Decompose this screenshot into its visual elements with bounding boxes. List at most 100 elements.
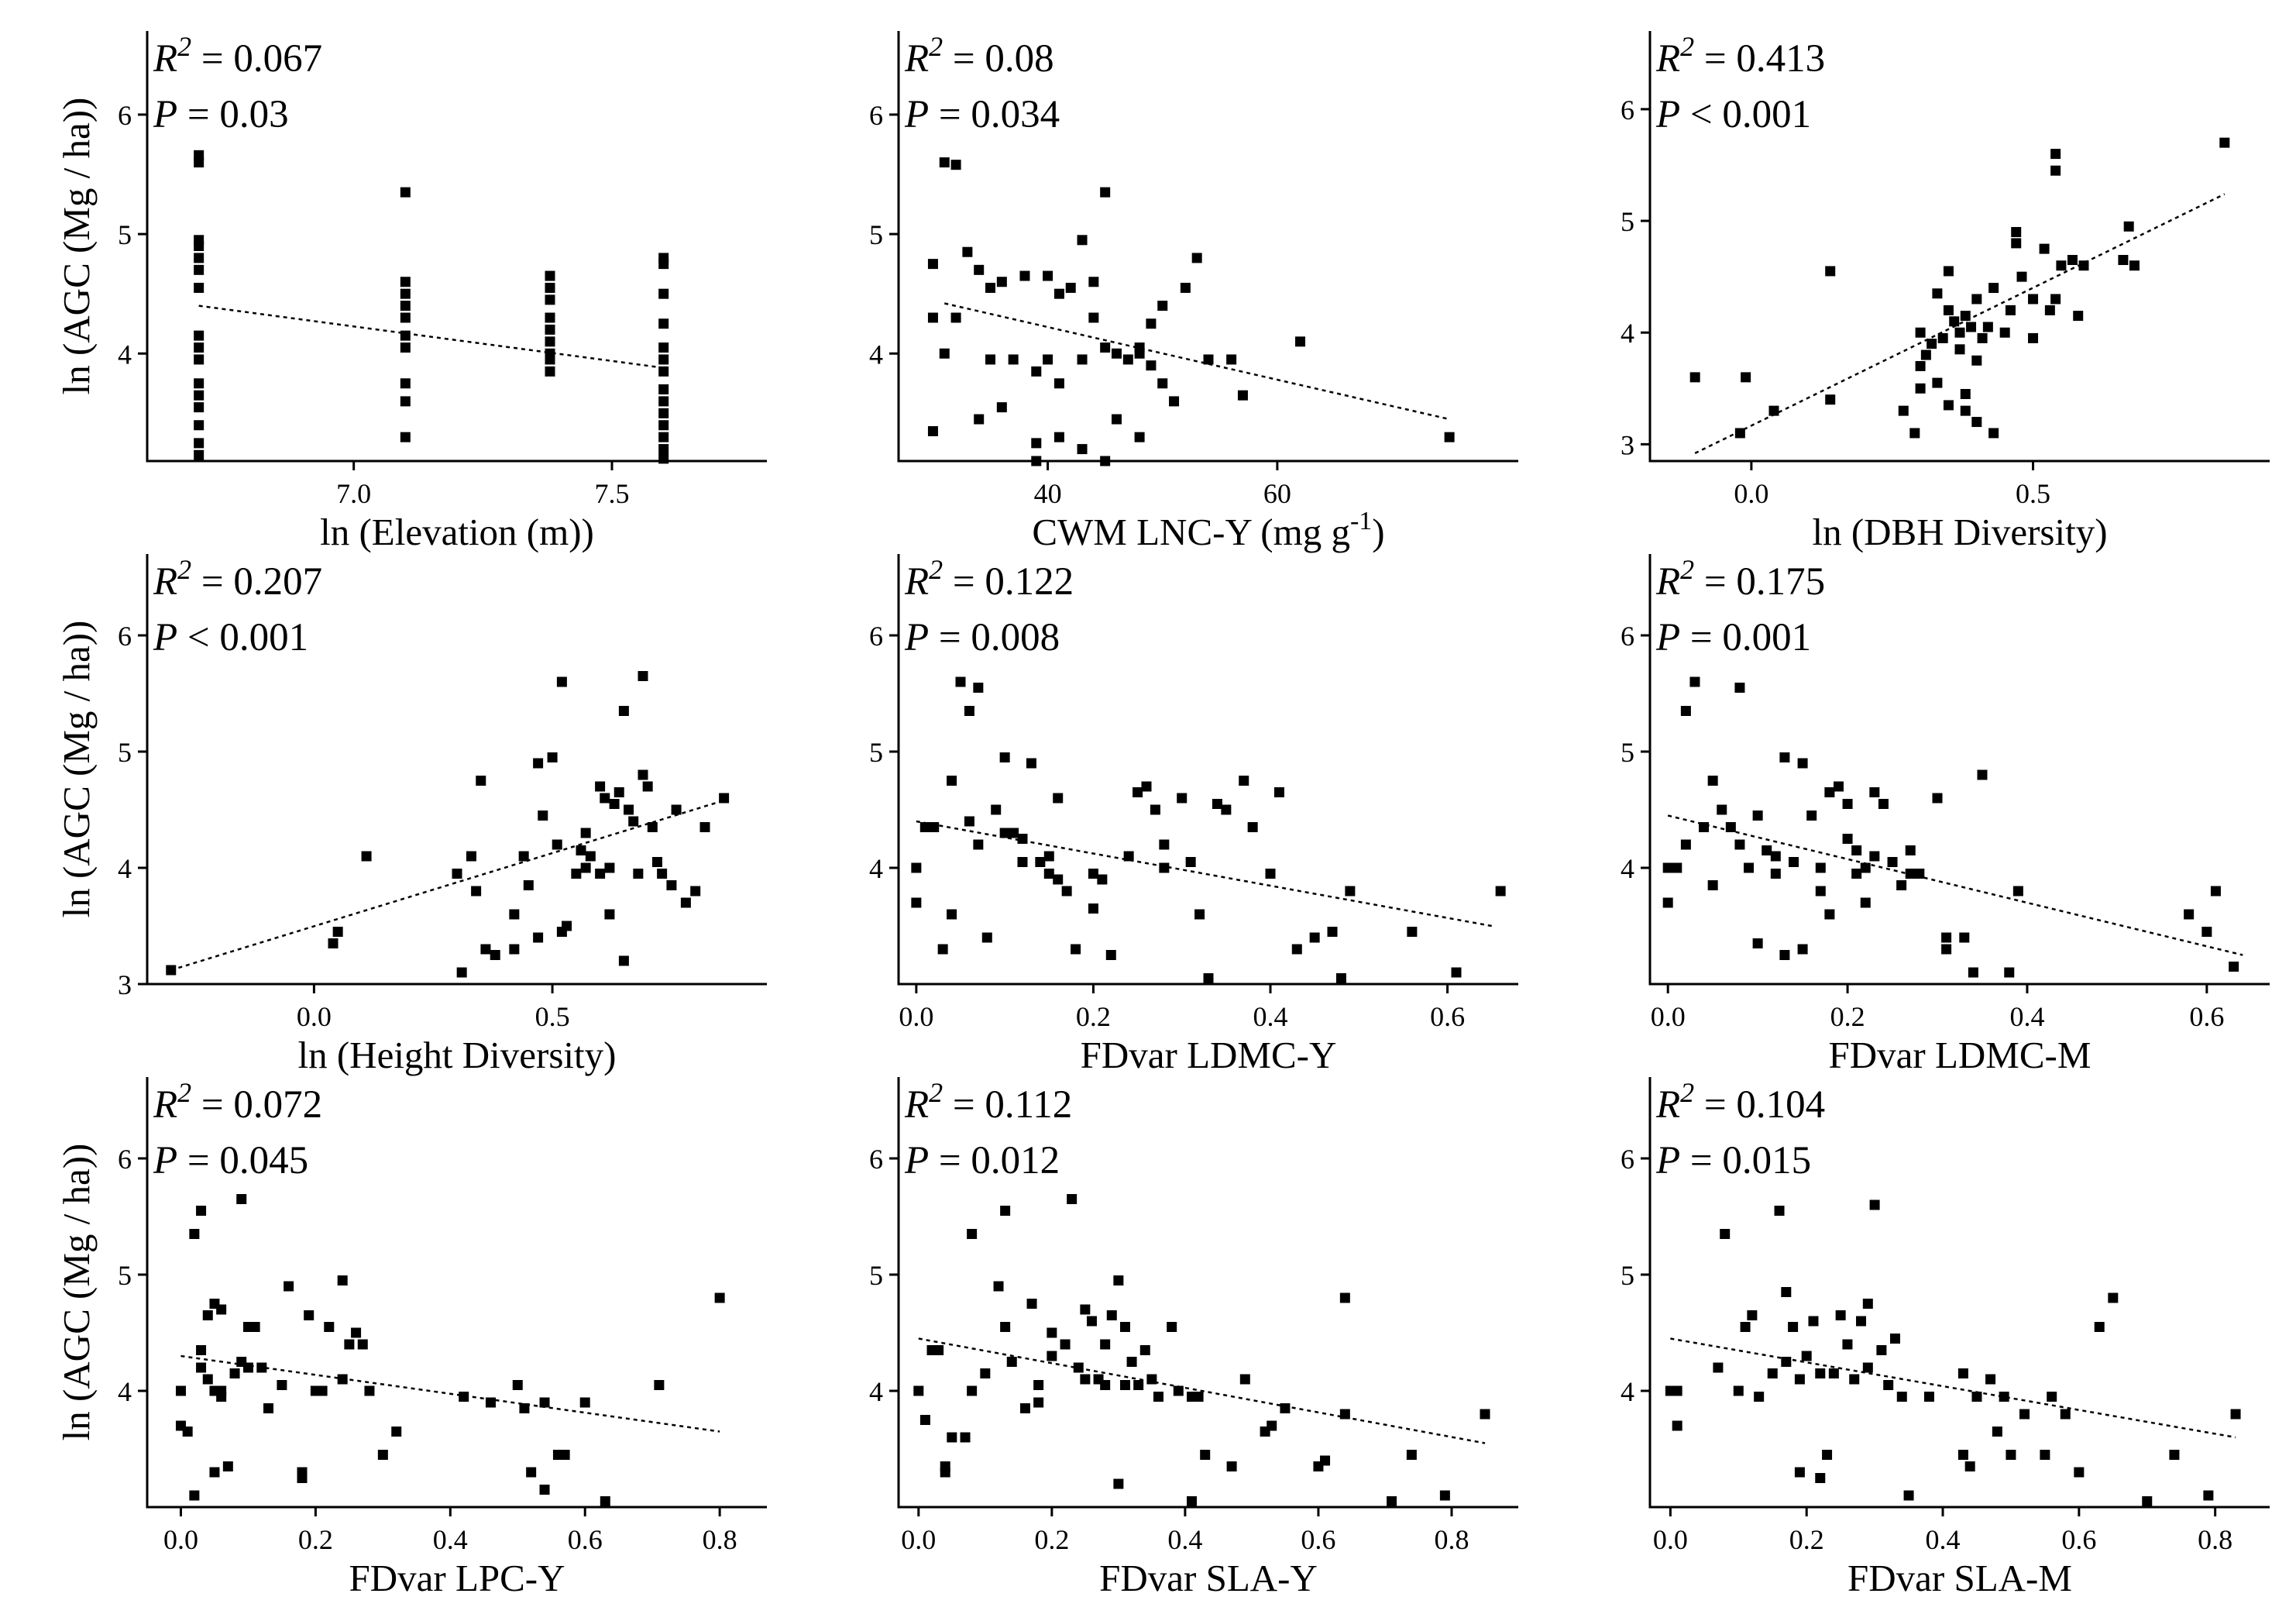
data-point <box>1134 348 1145 359</box>
data-point <box>1794 1467 1805 1478</box>
data-point <box>256 1362 267 1373</box>
data-point <box>1239 776 1249 786</box>
p-value-annotation: P = 0.015 <box>1655 1139 1811 1182</box>
data-point <box>579 1397 590 1408</box>
data-point <box>1835 1310 1846 1320</box>
regression-line <box>1667 814 2243 956</box>
data-point <box>1905 845 1916 855</box>
data-point <box>1247 822 1258 832</box>
data-point <box>1815 1473 1826 1483</box>
data-point <box>2074 1467 2085 1478</box>
x-axis-label-text: FDvar LDMC-Y <box>1081 1034 1337 1076</box>
data-point <box>1869 1199 1880 1210</box>
data-point <box>538 810 548 821</box>
data-point <box>400 301 411 311</box>
r-squared-exponent: 2 <box>177 1077 191 1108</box>
data-point <box>1734 428 1745 439</box>
y-tick-label: 4 <box>118 1376 132 1407</box>
x-tick-label: 0.6 <box>568 1524 603 1555</box>
data-point <box>1088 903 1098 914</box>
p-value: = 0.034 <box>939 93 1060 136</box>
data-point <box>1407 927 1418 937</box>
data-point <box>1065 282 1076 293</box>
data-point <box>545 282 555 293</box>
data-point <box>1909 428 1920 439</box>
data-point <box>1150 804 1160 815</box>
data-point <box>974 264 985 275</box>
data-point <box>2040 1450 2050 1460</box>
r-squared-symbol: R <box>904 37 929 81</box>
p-gap <box>177 93 187 136</box>
y-tick-label: 5 <box>118 219 132 250</box>
data-point <box>1035 857 1046 867</box>
data-point <box>236 1194 247 1204</box>
r-squared-equals: = <box>191 37 233 81</box>
data-point <box>351 1327 362 1338</box>
data-point <box>1680 839 1691 850</box>
data-point <box>642 781 653 792</box>
p-gap <box>1680 93 1690 136</box>
p-symbol: P <box>1655 616 1680 659</box>
data-point <box>1157 378 1168 389</box>
data-point <box>1080 1304 1091 1315</box>
data-point <box>714 1292 725 1303</box>
data-point <box>1309 932 1320 943</box>
data-point <box>2050 165 2061 176</box>
data-point <box>1017 857 1028 867</box>
data-point <box>939 157 950 168</box>
data-point <box>1026 1299 1037 1309</box>
data-point <box>1146 318 1157 329</box>
data-point <box>1495 886 1506 897</box>
regression-line <box>943 302 1450 421</box>
data-point <box>1833 781 1844 792</box>
axis-lines <box>1648 1077 2270 1509</box>
r-squared-value: 0.072 <box>233 1083 322 1127</box>
data-point <box>993 1281 1004 1292</box>
data-point <box>1119 1380 1130 1390</box>
x-axis-label: FDvar LDMC-Y <box>1081 1034 1337 1076</box>
data-point <box>332 927 343 937</box>
data-point <box>1927 339 1937 349</box>
data-point <box>1133 1380 1144 1390</box>
data-point <box>947 1432 957 1443</box>
x-tick-label: 7.0 <box>336 478 371 509</box>
data-point <box>1061 886 1072 897</box>
data-point <box>658 444 669 455</box>
x-tick-label: 0.0 <box>1734 478 1768 509</box>
data-point <box>196 1206 207 1216</box>
data-point <box>666 880 677 890</box>
data-point <box>654 1380 665 1390</box>
y-tick-label: 6 <box>1621 95 1634 126</box>
data-point <box>1747 1310 1758 1320</box>
data-point <box>927 312 938 323</box>
r-squared-symbol: R <box>153 560 177 604</box>
data-point <box>194 354 205 365</box>
data-point <box>559 1450 570 1460</box>
data-point <box>1734 683 1745 693</box>
data-point <box>1133 787 1143 797</box>
p-symbol: P <box>153 93 177 136</box>
data-point <box>1212 799 1222 809</box>
data-point <box>2108 1292 2119 1303</box>
data-point <box>1815 886 1826 897</box>
data-point <box>471 886 482 897</box>
p-value-annotation: P = 0.045 <box>153 1139 308 1182</box>
data-point <box>2142 1496 2153 1506</box>
x-axis-label: ln (Elevation (m)) <box>320 511 594 553</box>
axis-lines <box>897 31 1518 463</box>
scatter-panel-9: 0.0 0.2 0.4 0.6 0.8 4 5 6 FDvar SLA-M R2 = 0.104 P… <box>1621 1077 2270 1599</box>
data-point <box>1451 967 1462 978</box>
data-point <box>1033 1380 1044 1390</box>
data-point <box>658 259 669 270</box>
data-point <box>1960 311 1971 322</box>
p-value-annotation: P < 0.001 <box>153 616 308 659</box>
data-point <box>242 1362 253 1373</box>
data-point <box>202 1310 213 1320</box>
data-point <box>196 1362 207 1373</box>
data-point <box>1226 354 1237 365</box>
p-gap <box>1680 1139 1690 1182</box>
data-point <box>962 246 973 257</box>
data-point <box>485 1397 496 1408</box>
data-point <box>2047 1392 2057 1402</box>
x-tick-label: 0.6 <box>2189 1001 2224 1032</box>
